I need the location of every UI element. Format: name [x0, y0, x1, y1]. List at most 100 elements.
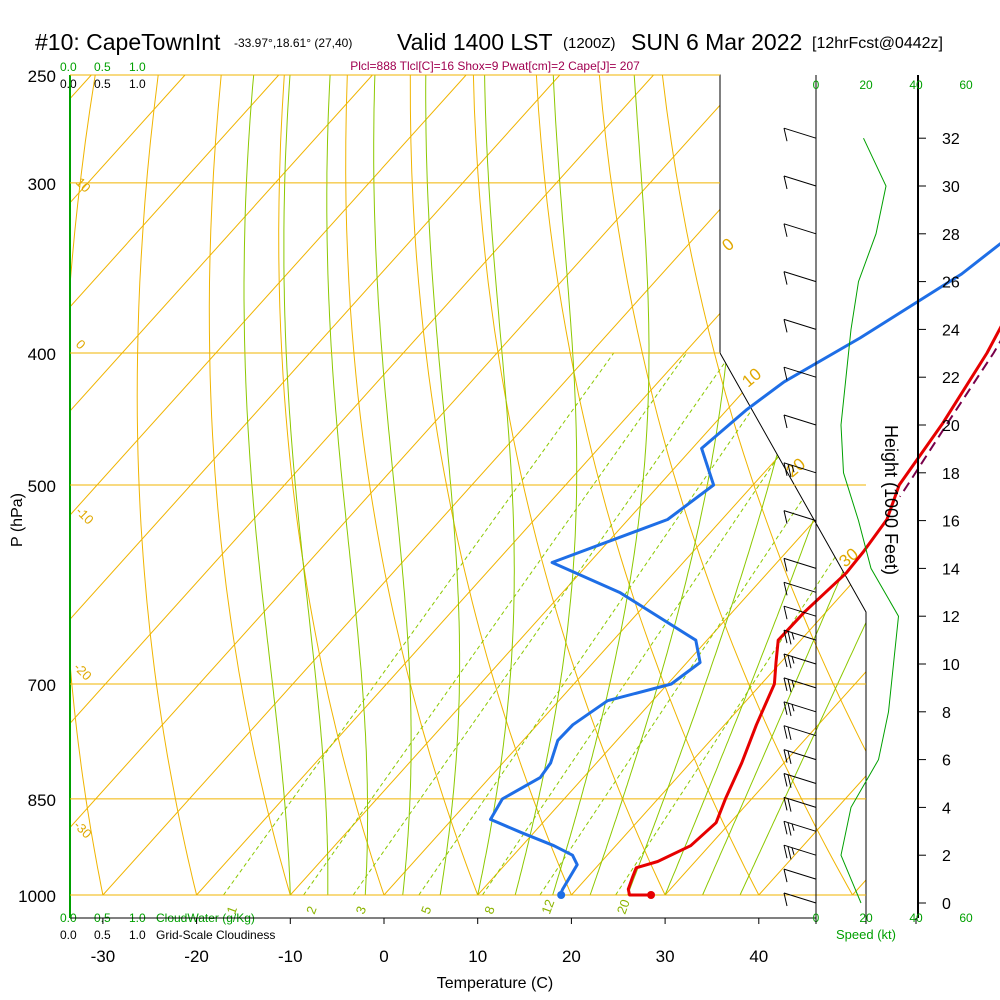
cloud-scale-bottom: 0.0 0.5 1.0 CloudWater (g/Kg) 0.0 0.5 1.… — [60, 911, 275, 942]
cloud-scale-black-1: 0.5 — [94, 77, 111, 91]
wind-barb — [783, 581, 817, 596]
temperature-tick-label: -30 — [91, 947, 116, 966]
wind-barb — [783, 820, 817, 836]
isotherm-line — [664, 75, 866, 896]
height-tick-label: 2 — [942, 848, 951, 865]
pressure-tick-label: 700 — [28, 676, 56, 695]
cloud-scale-green-2: 1.0 — [129, 60, 146, 74]
height-tick-label: 28 — [942, 227, 960, 244]
mixing-ratio-label: 20 — [614, 897, 633, 916]
dry-adiabat-line — [136, 75, 198, 896]
dry-adiabat-label: 0 — [718, 234, 737, 255]
dry-adiabat-line — [70, 75, 104, 896]
isotherm-label: -20 — [71, 660, 95, 684]
moist-adiabat-line — [552, 75, 650, 896]
pressure-tick-label: 1000 — [18, 887, 56, 906]
mixing-ratio-label: 5 — [418, 904, 435, 916]
stability-indices: Plcl=888 Tlcl[C]=16 Shox=9 Pwat[cm]=2 Ca… — [350, 59, 640, 73]
moist-adiabat-line — [664, 75, 866, 896]
x-axis-title: Temperature (C) — [437, 975, 553, 992]
wind-barb — [783, 462, 817, 478]
speed-tick-label-top: 0 — [813, 78, 820, 92]
wind-barb — [783, 677, 817, 693]
dry-adiabat-line — [472, 75, 666, 896]
wind-barb — [783, 271, 817, 285]
dry-adiabat-line — [598, 75, 853, 896]
speed-tick-label-top: 60 — [959, 78, 973, 92]
speed-tick-label-top: 40 — [909, 78, 923, 92]
cloud-scale-top: 0.0 0.5 1.0 0.0 0.5 1.0 — [60, 60, 146, 91]
moist-adiabat-line — [326, 75, 369, 896]
temperature-tick-label: -20 — [184, 947, 209, 966]
mixing-ratio-line — [352, 352, 732, 896]
station-coords: -33.97°,18.61° (27,40) — [234, 36, 352, 50]
speed-tick-label-top: 20 — [859, 78, 873, 92]
cloud-scale-black-0-b: 0.0 — [60, 928, 77, 942]
wind-barb — [783, 892, 817, 907]
isotherm-line — [70, 75, 373, 896]
dewpoint-line — [489, 242, 1000, 896]
moist-adiabat-line — [425, 75, 461, 896]
height-tick-label: 4 — [942, 800, 951, 817]
dry-adiabat-line — [345, 75, 479, 896]
dry-adiabat-line — [208, 75, 291, 896]
height-axis-title: Height (1000 Feet) — [881, 425, 901, 575]
wind-panel: 0020204040606002468101214161820222426283… — [783, 75, 973, 925]
y-axis-title: P (hPa) — [9, 493, 26, 547]
height-tick-label: 14 — [942, 561, 960, 578]
height-tick-label: 0 — [942, 896, 951, 913]
pressure-tick-label: 400 — [28, 345, 56, 364]
mixing-ratio-label: 3 — [353, 904, 370, 916]
pressure-tick-label: 500 — [28, 477, 56, 496]
surface-temperature-marker — [647, 891, 656, 899]
dry-adiabat-label: 20 — [782, 454, 809, 481]
isotherm-label: 0 — [73, 337, 89, 353]
wind-barb — [783, 796, 817, 812]
speed-tick-label-bottom: 60 — [959, 911, 973, 925]
moist-adiabat-line — [739, 75, 866, 896]
moist-adiabat-line — [243, 75, 291, 896]
wind-barb — [783, 557, 817, 572]
dry-adiabat-line — [409, 75, 572, 896]
cloud-scale-black-1-b: 0.5 — [94, 928, 111, 942]
moist-adiabat-line — [514, 75, 578, 896]
dry-adiabat-line — [278, 75, 385, 896]
isotherm-label: -30 — [71, 818, 95, 842]
mixing-ratio-line — [303, 352, 687, 896]
wind-barb — [783, 773, 817, 788]
temperature-tick-label: 40 — [749, 947, 768, 966]
height-tick-label: 32 — [942, 131, 960, 148]
wind-barb — [783, 844, 817, 860]
pressure-tick-label: 300 — [28, 175, 56, 194]
wind-barb — [783, 318, 817, 333]
mixing-ratio-line — [418, 352, 792, 896]
cloud-scale-black-2: 1.0 — [129, 77, 146, 91]
mixing-ratio-label: 12 — [538, 897, 557, 916]
cloudiness-label: Grid-Scale Cloudiness — [156, 928, 275, 942]
height-tick-label: 24 — [942, 322, 960, 339]
parcel-line — [899, 339, 1000, 498]
mixing-ratio-label: 8 — [481, 904, 498, 916]
height-tick-label: 6 — [942, 753, 951, 770]
wind-barb — [783, 223, 817, 237]
cloud-scale-green-0-b: 0.0 — [60, 911, 77, 925]
zulu-time: (1200Z) — [563, 35, 616, 52]
wind-barb — [783, 510, 817, 524]
isotherm-label: -10 — [73, 504, 97, 528]
wind-barb — [783, 653, 817, 669]
temperature-tick-label: -10 — [278, 947, 303, 966]
moist-adiabat-line — [702, 75, 866, 896]
temperature-tick-label: 20 — [562, 947, 581, 966]
dry-adiabat-line — [851, 75, 866, 896]
wind-barb — [783, 175, 817, 190]
valid-time: Valid 1400 LST — [397, 29, 553, 55]
wind-barb — [783, 701, 817, 717]
pressure-tick-label: 850 — [28, 791, 56, 810]
wind-barb — [783, 725, 817, 741]
isotherm-label: 10 — [73, 175, 94, 196]
temperature-tick-label: 0 — [379, 947, 388, 966]
dry-adiabat-line — [978, 75, 1000, 895]
height-tick-label: 20 — [942, 418, 960, 435]
